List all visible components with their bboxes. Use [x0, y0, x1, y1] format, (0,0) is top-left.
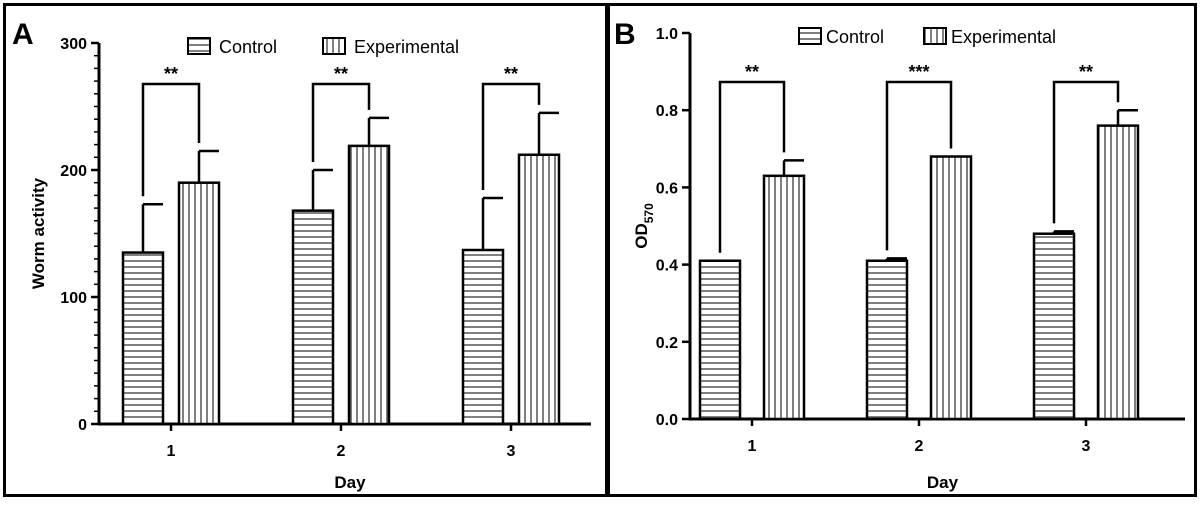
bar-control-day-1 [121, 251, 165, 426]
x-tick-label: 3 [507, 443, 516, 460]
x-tick-label: 2 [337, 443, 346, 460]
y-tick-label: 0.8 [656, 103, 678, 120]
x-axis-title: Day [334, 473, 366, 492]
y-axis-title-text: Worm activity [29, 177, 48, 289]
x-tick-label: 1 [167, 443, 176, 460]
significance-label: ** [1079, 62, 1093, 82]
y-tick-label: 300 [60, 36, 87, 53]
significance-label: ** [745, 62, 759, 82]
significance-bracket [311, 82, 371, 162]
chart-a-svg: A 0 100 200 300 1 ** 2 ** 3 ** Control Experimental… [12, 18, 591, 492]
significance-label: ** [504, 64, 518, 84]
bar-control-day-3 [461, 248, 505, 426]
significance-label: ** [334, 64, 348, 84]
y-axis-title-text: OD [632, 223, 651, 249]
y-tick-label: 0.4 [656, 258, 678, 275]
y-tick-label: 0.0 [656, 412, 678, 429]
legend-label-experimental: Experimental [951, 27, 1056, 47]
chart-b-svg: B 0.0 0.2 0.4 0.6 0.8 1.0 1 ** 2 *** 3 ** Control Exp… [614, 18, 1185, 492]
bar-experimental-day-1 [762, 174, 806, 421]
bar-experimental-day-3 [517, 153, 561, 426]
bar-control-day-2 [291, 209, 335, 426]
significance-bracket [1052, 80, 1120, 224]
y-tick-label: 0.2 [656, 335, 678, 352]
x-tick-label: 1 [748, 438, 757, 455]
significance-bracket [141, 82, 201, 197]
legend-swatch-experimental [322, 37, 346, 55]
x-axis-title: Day [927, 473, 959, 492]
legend-label-control: Control [826, 27, 884, 47]
chart-panel-b: B 0.0 0.2 0.4 0.6 0.8 1.0 1 ** 2 *** 3 ** Control Exp… [608, 3, 1197, 497]
significance-label: *** [908, 62, 929, 82]
panel-label-a: A [12, 18, 34, 51]
bar-experimental-day-2 [929, 155, 973, 421]
y-tick-label: 0.6 [656, 180, 678, 197]
y-axis-title: Worm activity [29, 177, 48, 289]
legend-swatch-control [187, 37, 211, 55]
significance-bracket [718, 80, 786, 253]
x-tick-label: 2 [915, 438, 924, 455]
legend-label-control: Control [219, 37, 277, 57]
y-tick-label: 200 [60, 163, 87, 180]
bar-experimental-day-3 [1096, 124, 1140, 421]
y-tick-label: 0 [78, 417, 87, 434]
legend-label-experimental: Experimental [354, 37, 459, 57]
bar-control-day-2 [865, 259, 909, 421]
bar-control-day-3 [1032, 232, 1076, 421]
significance-bracket [481, 82, 541, 190]
x-tick-label: 3 [1082, 438, 1091, 455]
y-tick-label: 1.0 [656, 26, 678, 43]
y-axis-title: OD570 [632, 203, 656, 249]
bar-control-day-1 [698, 259, 742, 421]
legend-swatch-control [798, 27, 822, 45]
significance-bracket [885, 80, 953, 251]
legend-swatch-experimental [923, 27, 947, 45]
y-axis-title-subscript: 570 [642, 203, 656, 223]
significance-label: ** [164, 64, 178, 84]
bar-experimental-day-2 [347, 144, 391, 426]
chart-panel-a: A 0 100 200 300 1 ** 2 ** 3 ** Control Experimental… [3, 3, 608, 497]
panel-label-b: B [614, 18, 636, 51]
bar-experimental-day-1 [177, 181, 221, 426]
y-tick-label: 100 [60, 290, 87, 307]
